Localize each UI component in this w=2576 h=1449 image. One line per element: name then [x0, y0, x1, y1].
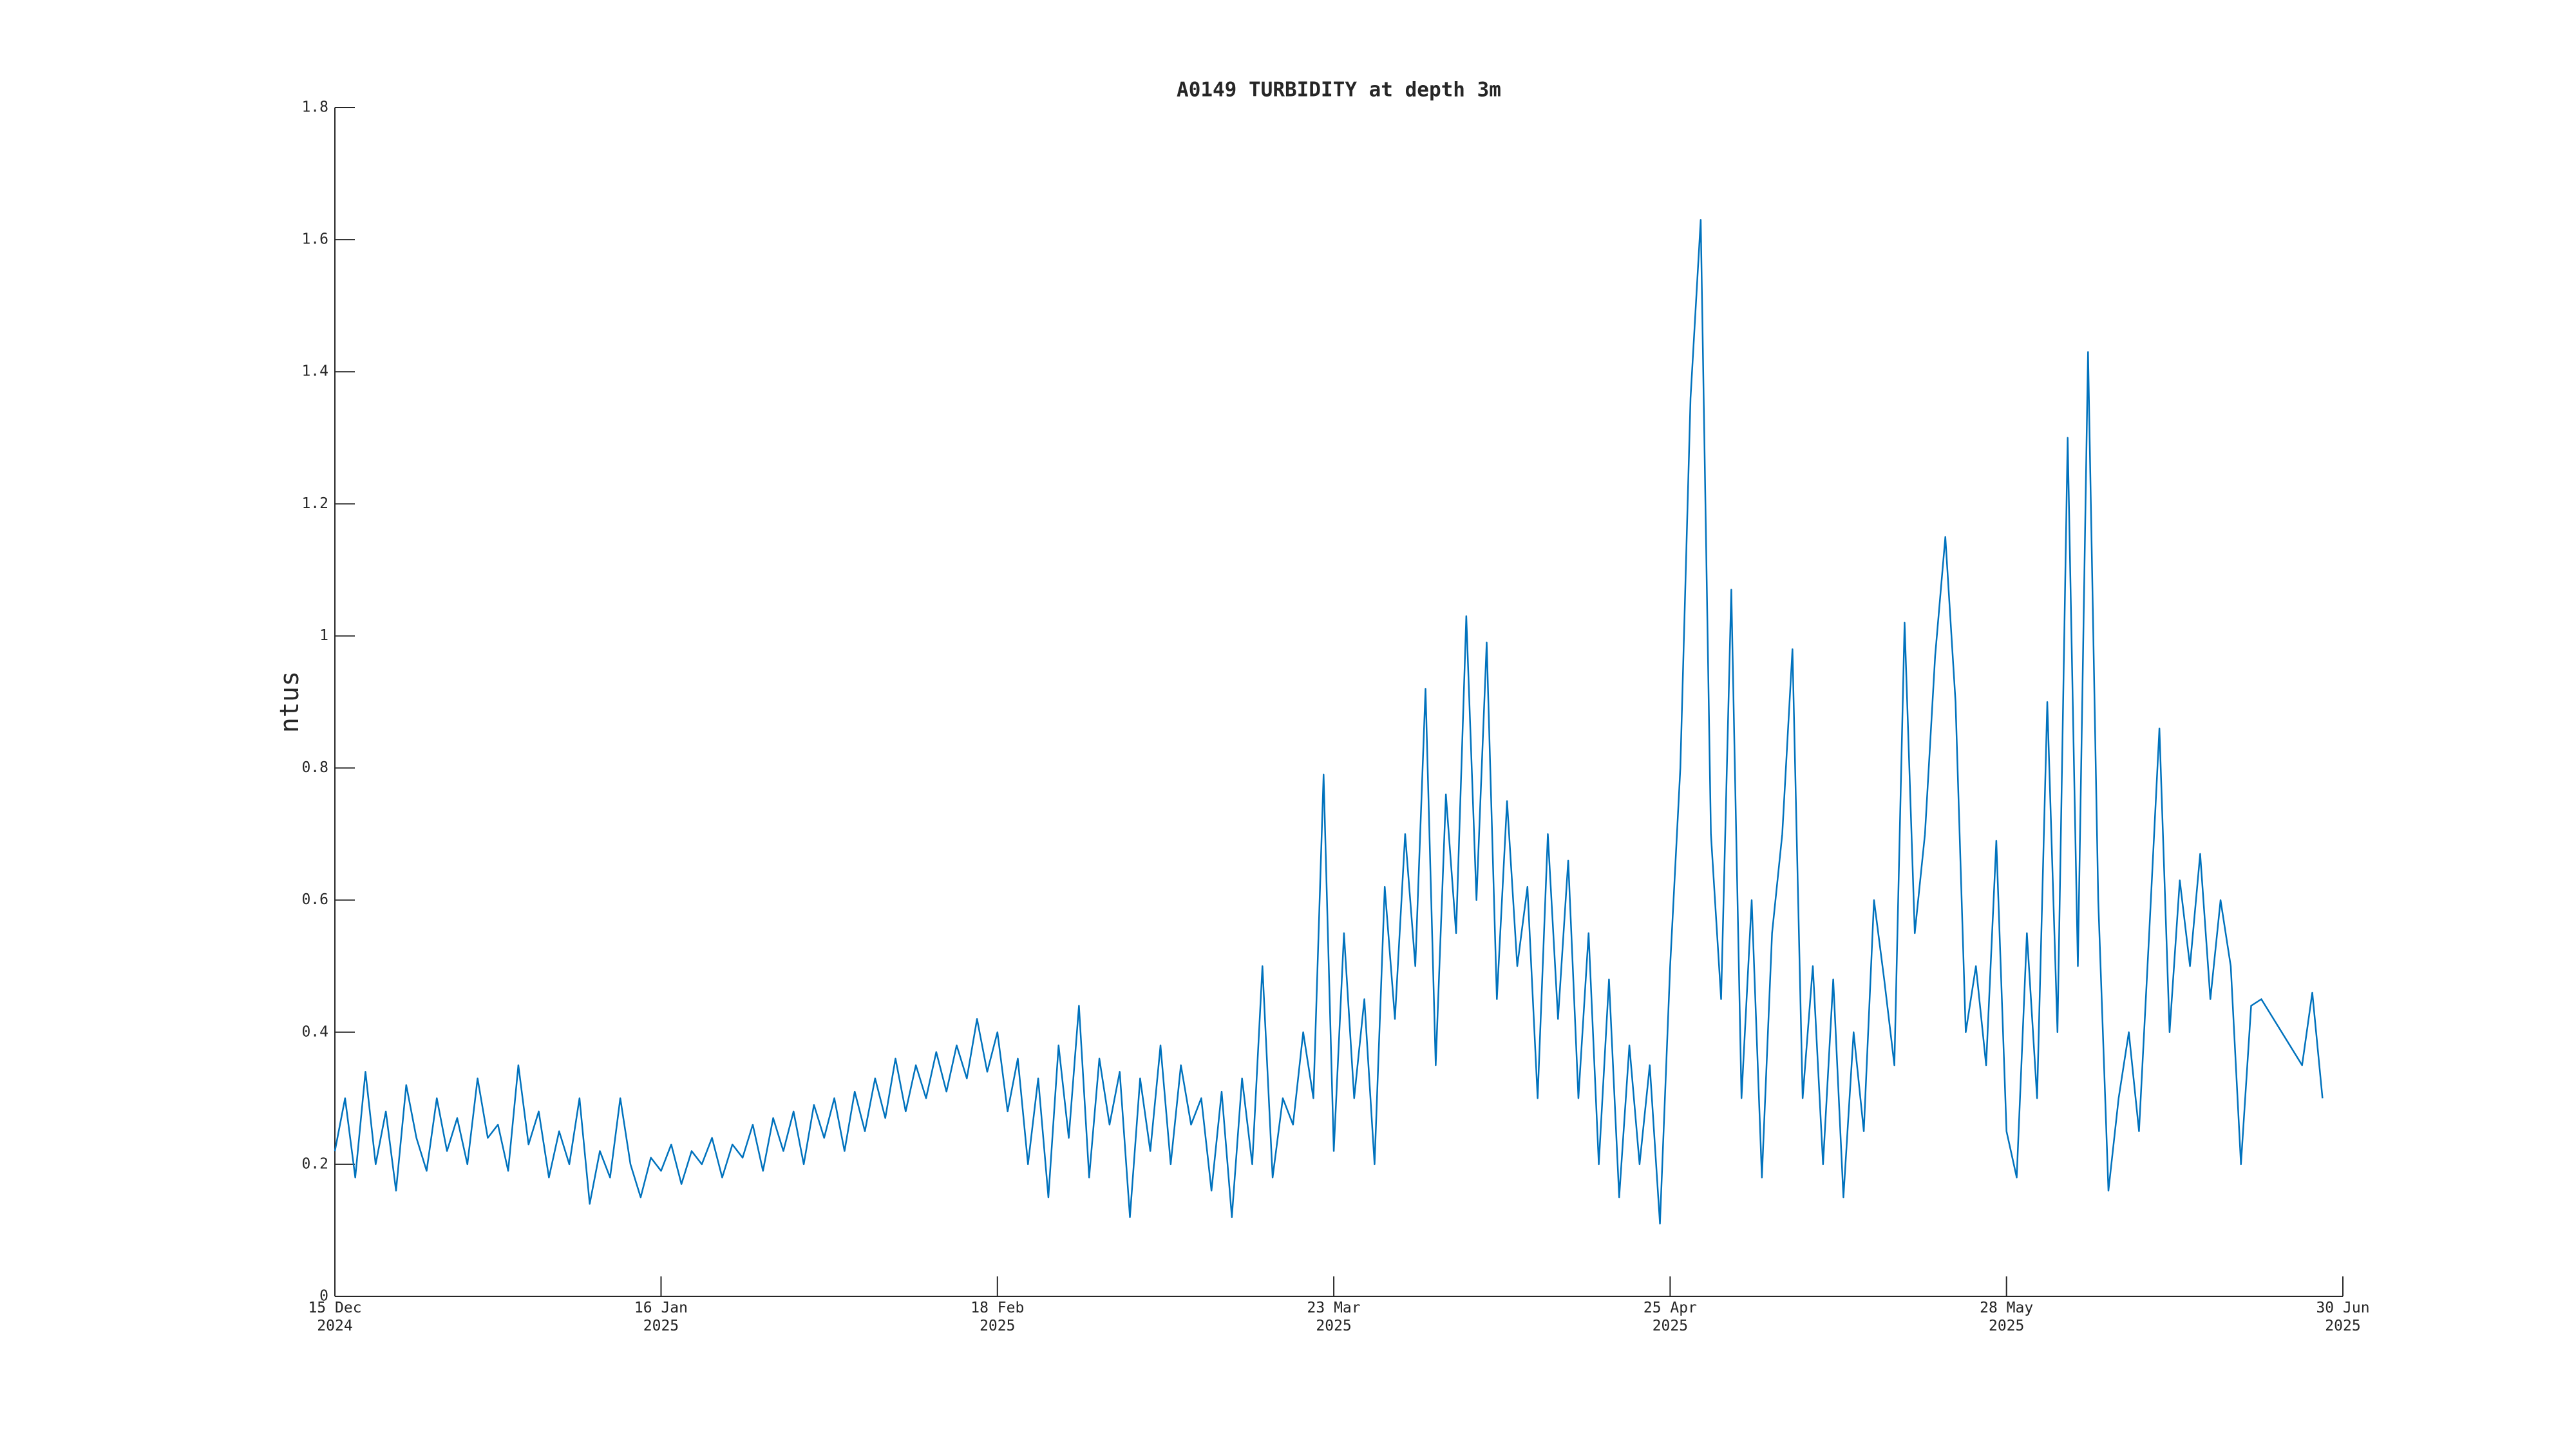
x-tick-label: 25 Apr 2025 [1643, 1300, 1697, 1334]
y-tick-label: 0.6 [301, 891, 328, 908]
y-tick-label: 0.8 [301, 759, 328, 776]
y-tick-label: 0.2 [301, 1155, 328, 1172]
x-tick-label: 23 Mar 2025 [1307, 1300, 1361, 1334]
y-tick-label: 1.4 [301, 363, 328, 380]
chart-title: A0149 TURBIDITY at depth 3m [1177, 79, 1501, 102]
x-tick-label: 30 Jun 2025 [2316, 1300, 2370, 1334]
data-line [334, 219, 2324, 1225]
y-axis-label: ntus [275, 671, 305, 733]
y-tick-label: 1.2 [301, 495, 328, 512]
x-tick-label: 16 Jan 2025 [634, 1300, 688, 1334]
x-tick-label: 18 Feb 2025 [971, 1300, 1025, 1334]
y-tick-label: 1.6 [301, 231, 328, 248]
y-tick-label: 0 [319, 1288, 328, 1305]
y-tick-label: 1 [319, 627, 328, 644]
y-tick-label: 1.8 [301, 99, 328, 116]
x-tick-label: 28 May 2025 [1980, 1300, 2034, 1334]
y-tick-label: 0.4 [301, 1023, 328, 1040]
x-tick-label: 15 Dec 2024 [308, 1300, 362, 1334]
